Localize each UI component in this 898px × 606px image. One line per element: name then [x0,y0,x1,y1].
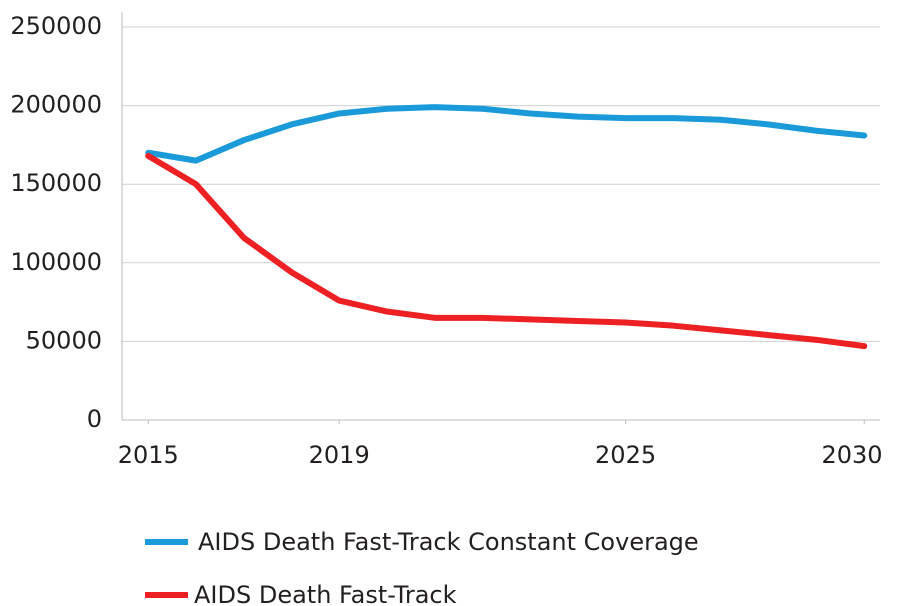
y-tick-label: 250000 [10,12,102,40]
y-tick-label: 100000 [10,248,102,276]
x-tick-label: 2030 [821,441,882,469]
line-series [145,104,868,164]
line-series [145,152,868,350]
x-tick-label: 2019 [309,441,370,469]
y-tick-label: 50000 [26,326,102,354]
legend-label: AIDS Death Fast-Track [194,581,457,606]
x-tick-label: 2025 [595,441,656,469]
y-tick-label: 0 [87,405,102,433]
legend-label: AIDS Death Fast-Track Constant Coverage [198,528,699,556]
x-tick-label: 2015 [118,441,179,469]
y-tick-label: 150000 [10,169,102,197]
y-tick-label: 200000 [10,91,102,119]
